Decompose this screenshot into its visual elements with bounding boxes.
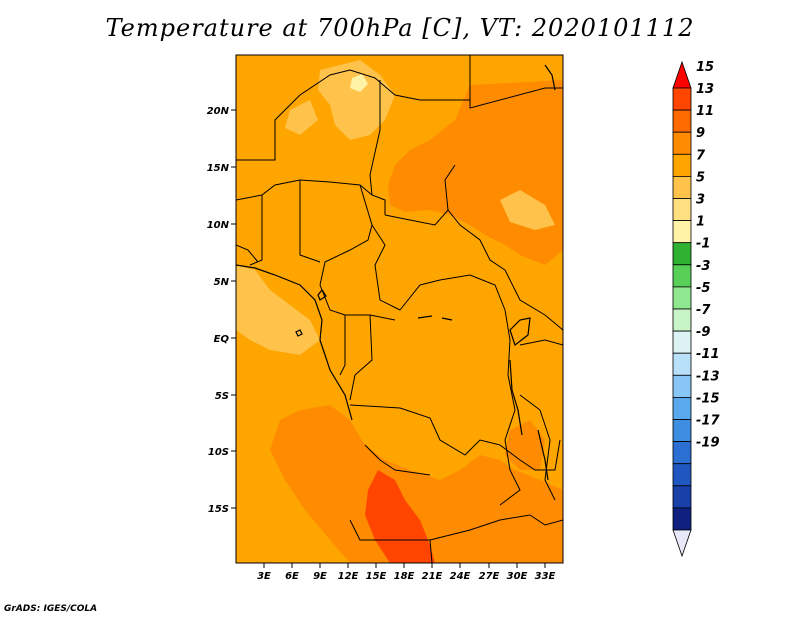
colorbar-label: -7 xyxy=(696,303,711,318)
map-frame xyxy=(235,54,564,564)
colorbar-box xyxy=(672,441,692,465)
colorbar-box xyxy=(672,463,692,487)
colorbar-label: -13 xyxy=(696,369,720,384)
lon-label-30e: 30E xyxy=(507,571,528,582)
colorbar-box xyxy=(672,264,692,288)
colorbar: 15 13 11 9 7 5 3 1 -1 -3 -5 -7 -9 -11 -13 -15 -17 -19 xyxy=(672,60,720,558)
colorbar-box xyxy=(672,352,692,376)
grads-credit: GrADS: IGES/COLA xyxy=(4,604,98,614)
lon-label-33e: 33E xyxy=(535,571,556,582)
colorbar-box xyxy=(672,374,692,398)
lon-label-6e: 6E xyxy=(285,571,299,582)
field-cool-west-coast xyxy=(236,265,320,355)
colorbar-label: 3 xyxy=(696,193,705,208)
colorbar-label: -19 xyxy=(696,436,720,451)
field-warm-southeast xyxy=(505,420,545,470)
lon-label-3e: 3E xyxy=(257,571,271,582)
lon-axis: 3E 6E 9E 12E 15E 18E 21E 24E 27E 30E 33E xyxy=(257,563,556,582)
colorbar-box xyxy=(672,330,692,354)
lon-label-15e: 15E xyxy=(366,571,387,582)
lat-axis: 20N 15N 10N 5N EQ 5S 10S 15S xyxy=(207,106,236,515)
colorbar-label: 9 xyxy=(696,126,705,141)
colorbar-label: -9 xyxy=(696,325,710,340)
colorbar-box xyxy=(672,109,692,133)
lat-label-15s: 15S xyxy=(208,504,229,515)
colorbar-box xyxy=(672,286,692,310)
lat-label-5s: 5S xyxy=(215,391,229,402)
colorbar-top-arrow xyxy=(672,60,692,89)
colorbar-box xyxy=(672,220,692,244)
colorbar-box xyxy=(672,419,692,443)
colorbar-label: -1 xyxy=(696,237,710,252)
colorbar-box xyxy=(672,396,692,420)
field-cool-spot xyxy=(350,74,368,92)
colorbar-label: -15 xyxy=(696,391,720,406)
lon-label-9e: 9E xyxy=(313,571,327,582)
lat-label-20n: 20N xyxy=(207,106,230,117)
colorbar-label: -5 xyxy=(696,281,710,296)
colorbar-label: 11 xyxy=(696,104,714,119)
lat-label-10n: 10N xyxy=(207,220,230,231)
colorbar-box xyxy=(672,198,692,222)
lat-label-10s: 10S xyxy=(208,447,229,458)
lat-label-15n: 15N xyxy=(207,163,230,174)
colorbar-label: 1 xyxy=(696,215,705,230)
lat-label-eq: EQ xyxy=(214,334,230,345)
lon-label-27e: 27E xyxy=(479,571,500,582)
colorbar-box xyxy=(672,308,692,332)
coastlines-lakes xyxy=(236,64,556,481)
colorbar-box xyxy=(672,153,692,177)
lon-label-21e: 21E xyxy=(422,571,443,582)
lon-label-12e: 12E xyxy=(338,571,359,582)
colorbar-box xyxy=(672,507,692,531)
colorbar-box xyxy=(672,242,692,266)
temperature-field xyxy=(236,55,563,563)
colorbar-box xyxy=(672,175,692,199)
lon-label-24e: 24E xyxy=(450,571,471,582)
colorbar-label: -17 xyxy=(696,414,720,429)
country-borders xyxy=(236,55,563,563)
colorbar-box xyxy=(672,87,692,111)
colorbar-label: 7 xyxy=(696,148,706,163)
colorbar-bottom-arrow xyxy=(672,529,692,558)
field-cool-ne-strip xyxy=(500,190,555,230)
lat-label-5n: 5N xyxy=(214,277,230,288)
field-cool-north xyxy=(318,60,395,140)
lon-label-18e: 18E xyxy=(394,571,415,582)
colorbar-label: 5 xyxy=(696,170,705,185)
colorbar-box xyxy=(672,131,692,155)
colorbar-box xyxy=(672,485,692,509)
colorbar-label: 15 xyxy=(696,60,714,75)
colorbar-label: -3 xyxy=(696,259,710,274)
map-title: Temperature at 700hPa [C], VT: 202010111… xyxy=(105,14,695,42)
field-cool-north-2 xyxy=(285,100,318,135)
colorbar-label: 13 xyxy=(696,82,714,97)
colorbar-label: -11 xyxy=(696,347,720,362)
